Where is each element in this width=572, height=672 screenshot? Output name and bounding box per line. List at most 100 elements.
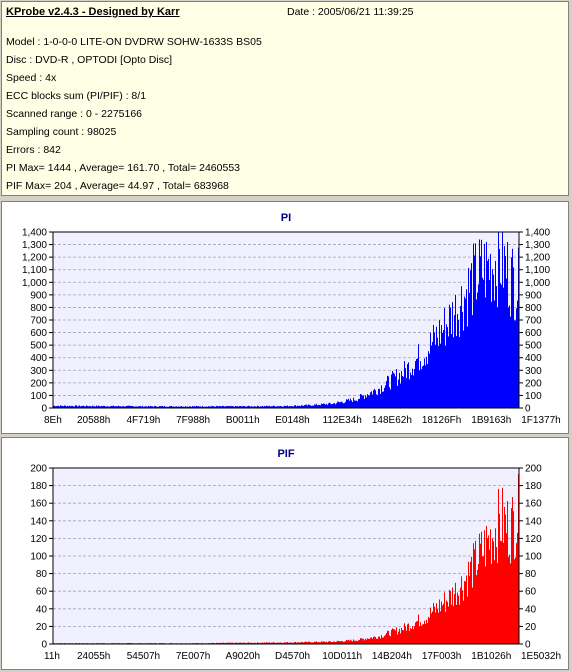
pi-bar [362, 395, 363, 408]
pif-bar [407, 624, 408, 644]
pi-bar [154, 406, 155, 408]
pi-bar [101, 405, 102, 408]
pi-bar [141, 406, 142, 408]
pi-bar [336, 403, 337, 408]
pif-bar [265, 642, 266, 644]
pi-bar [122, 406, 123, 408]
pi-bar [484, 243, 485, 408]
pi-bar [368, 395, 369, 408]
pif-bar [472, 587, 473, 644]
pi-bar [329, 402, 330, 408]
pi-bar [290, 406, 291, 408]
pif-bar [284, 642, 285, 644]
pi-bar [314, 404, 315, 408]
pif-bar [242, 642, 243, 644]
pi-bar [65, 405, 66, 408]
pi-ytick-label: 800 [30, 303, 47, 314]
pif-bar [278, 642, 279, 644]
pi-bar [202, 405, 203, 408]
pi-bar [278, 406, 279, 408]
pif-bar [227, 642, 228, 644]
pif-bar [416, 621, 417, 644]
pi-bar [268, 406, 269, 408]
pi-bar [356, 400, 357, 408]
pi-ytick-label-right: 1,100 [525, 265, 550, 276]
pi-bar [412, 368, 413, 408]
pif-bar [307, 642, 308, 644]
pif-bar [381, 635, 382, 644]
pi-bar [397, 385, 398, 408]
pi-bar [364, 398, 365, 408]
pif-bar [411, 629, 412, 644]
pi-bar [80, 406, 81, 408]
pi-bar [212, 405, 213, 408]
pif-bar [291, 642, 292, 644]
pi-bar [59, 406, 60, 408]
pi-bar [395, 376, 396, 408]
pif-bar [481, 531, 482, 644]
pi-bar [70, 406, 71, 408]
pi-bar [157, 406, 158, 408]
pi-bar [274, 406, 275, 408]
pi-bar [84, 406, 85, 408]
pi-bar [312, 405, 313, 408]
pi-bar [97, 406, 98, 408]
pif-bar [237, 642, 238, 644]
pif-bar [391, 629, 392, 644]
pi-bar [195, 406, 196, 408]
pif-bar [461, 576, 462, 644]
pi-bar [129, 405, 130, 408]
pif-bar [367, 638, 368, 644]
pif-bar [267, 642, 268, 644]
pif-bar [487, 538, 488, 644]
pif-bar [451, 604, 452, 644]
pif-bar [403, 630, 404, 644]
pi-bar [81, 406, 82, 408]
pif-bar [458, 595, 459, 644]
pi-bar [363, 395, 364, 408]
pi-bar [246, 406, 247, 408]
pif-bar [315, 641, 316, 644]
pif-bar [429, 617, 430, 644]
pif-bar [223, 642, 224, 644]
pif-bar [485, 566, 486, 644]
pi-bar [384, 387, 385, 408]
pif-bar [392, 628, 393, 644]
pi-bar [178, 406, 179, 408]
pi-ytick-label-right: 1,200 [525, 253, 550, 264]
pi-bar [121, 406, 122, 408]
pi-bar [358, 399, 359, 408]
pif-bar [258, 642, 259, 644]
pi-bar [134, 406, 135, 408]
pi-bar [270, 406, 271, 408]
pi-bar [301, 405, 302, 408]
pi-bar [318, 404, 319, 408]
pi-bar [220, 406, 221, 408]
pi-bar [286, 405, 287, 408]
pi-bar [271, 406, 272, 408]
pi-bar [328, 403, 329, 408]
pif-bar [422, 624, 423, 644]
pi-bar [109, 406, 110, 408]
pif-ytick-label-right: 60 [525, 587, 537, 598]
pi-bar [226, 406, 227, 408]
pi-bar [316, 403, 317, 408]
pi-bar [185, 406, 186, 408]
pif-bar [332, 641, 333, 644]
pi-xtick-label: 4F719h [126, 415, 160, 426]
pi-bar [258, 406, 259, 408]
pi-bar [151, 406, 152, 408]
pi-bar [379, 388, 380, 408]
pif-bar [493, 541, 494, 644]
pi-bar [125, 406, 126, 408]
pif-bar [437, 608, 438, 644]
pi-bar [501, 284, 502, 408]
pi-bar [320, 405, 321, 408]
pi-bar [245, 406, 246, 408]
pif-bar [248, 642, 249, 644]
pi-bar [187, 406, 188, 408]
pi-bar [407, 364, 408, 408]
pi-bar [95, 406, 96, 408]
pi-bar [176, 406, 177, 408]
pif-axis-frame [52, 467, 520, 645]
